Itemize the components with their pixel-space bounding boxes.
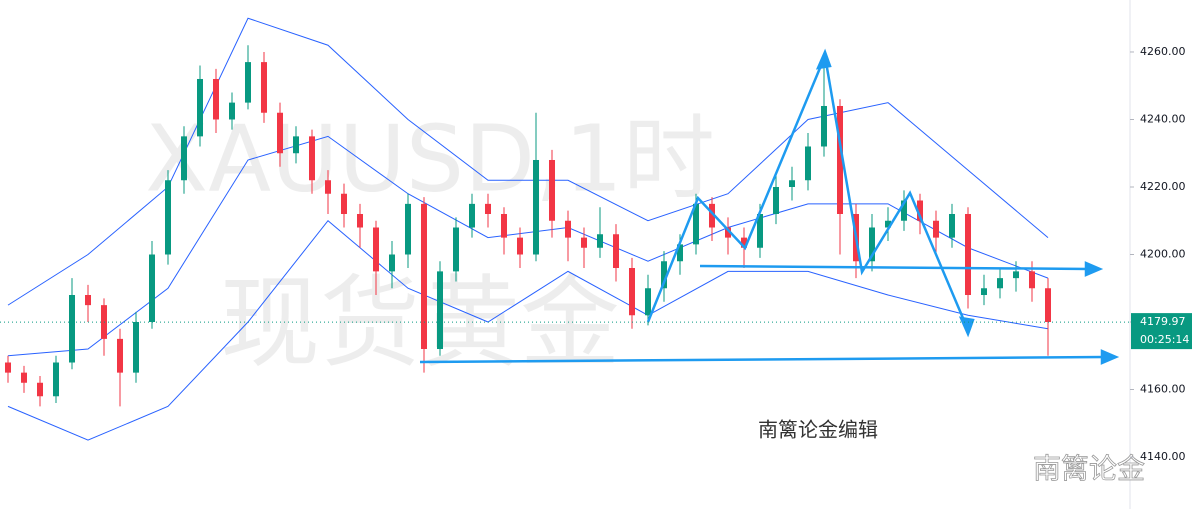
candle-body xyxy=(37,382,43,397)
candle-body xyxy=(533,159,539,255)
candle-body xyxy=(309,136,315,181)
last-price-label: 4179.97 xyxy=(1140,315,1186,328)
candle-body xyxy=(485,203,491,214)
candle-body xyxy=(165,180,171,255)
y-tick-label: 4220.00 xyxy=(1140,180,1186,193)
candle-body xyxy=(821,105,827,147)
candle-body xyxy=(581,237,587,248)
candle-body xyxy=(869,227,875,262)
candle-body xyxy=(325,180,331,194)
candle-body xyxy=(501,213,507,238)
annotation: 南篱论金编辑 xyxy=(758,418,878,442)
candle-body xyxy=(997,278,1003,289)
band-lower xyxy=(7,220,1049,441)
candle-body xyxy=(21,372,27,383)
candle-body xyxy=(85,295,91,306)
candle-body xyxy=(181,136,187,181)
candle-body xyxy=(597,234,603,248)
countdown: 00:25:14 xyxy=(1140,333,1189,346)
corner-label: 南篱论金 xyxy=(1033,452,1145,485)
candle-body xyxy=(645,288,651,316)
candle-body xyxy=(69,295,75,363)
candle-body xyxy=(421,203,427,350)
candle-body xyxy=(789,180,795,187)
y-tick-label: 4160.00 xyxy=(1140,383,1186,396)
candle-body xyxy=(437,271,443,350)
candle-body xyxy=(357,213,363,228)
candle-body xyxy=(389,254,395,272)
candle-body xyxy=(677,244,683,262)
candle-body xyxy=(117,338,123,373)
candle-body xyxy=(1029,271,1035,289)
candle-body xyxy=(549,159,555,221)
candle-body xyxy=(661,261,667,289)
candle-body xyxy=(901,200,907,221)
candle-body xyxy=(1045,288,1051,323)
candle-body xyxy=(773,186,779,214)
candle-body xyxy=(885,220,891,228)
candle-body xyxy=(245,62,251,103)
candle-body xyxy=(5,362,11,373)
y-tick-label: 4260.00 xyxy=(1140,45,1186,58)
candle-body xyxy=(981,288,987,296)
y-tick-label: 4240.00 xyxy=(1140,112,1186,125)
candle-body xyxy=(629,268,635,316)
drawn-arrows xyxy=(419,48,1120,365)
candle-body xyxy=(965,213,971,296)
candle-body xyxy=(805,146,811,181)
candle-body xyxy=(517,237,523,255)
candle-body xyxy=(565,220,571,238)
candle-body xyxy=(197,78,203,137)
candle-body xyxy=(149,254,155,323)
y-tick-label: 4140.00 xyxy=(1140,450,1186,463)
candle-body xyxy=(53,362,59,397)
candle-body xyxy=(693,203,699,245)
candle-body xyxy=(725,227,731,238)
candle-body xyxy=(341,193,347,214)
candle-body xyxy=(229,102,235,120)
candle-body xyxy=(1013,271,1019,279)
watermark: XAUUSD,1时 xyxy=(145,105,715,212)
candle-body xyxy=(213,78,219,120)
candle-body xyxy=(741,237,747,248)
candle-body xyxy=(405,203,411,255)
candle-body xyxy=(277,112,283,154)
candle-body xyxy=(133,322,139,373)
candle-body xyxy=(613,234,619,269)
band-middle xyxy=(7,135,1049,357)
candle-body xyxy=(709,203,715,228)
candle-body xyxy=(453,227,459,272)
last-price-box xyxy=(1131,313,1192,350)
candle-body xyxy=(293,136,299,154)
candle-body xyxy=(933,220,939,238)
candle-body xyxy=(949,213,955,238)
candle-body xyxy=(917,200,923,221)
candle-body xyxy=(757,213,763,248)
candle-body xyxy=(261,62,267,113)
y-tick-label: 4200.00 xyxy=(1140,248,1186,261)
candle-body xyxy=(373,227,379,272)
candle-body xyxy=(837,105,843,214)
candle-body xyxy=(469,203,475,228)
